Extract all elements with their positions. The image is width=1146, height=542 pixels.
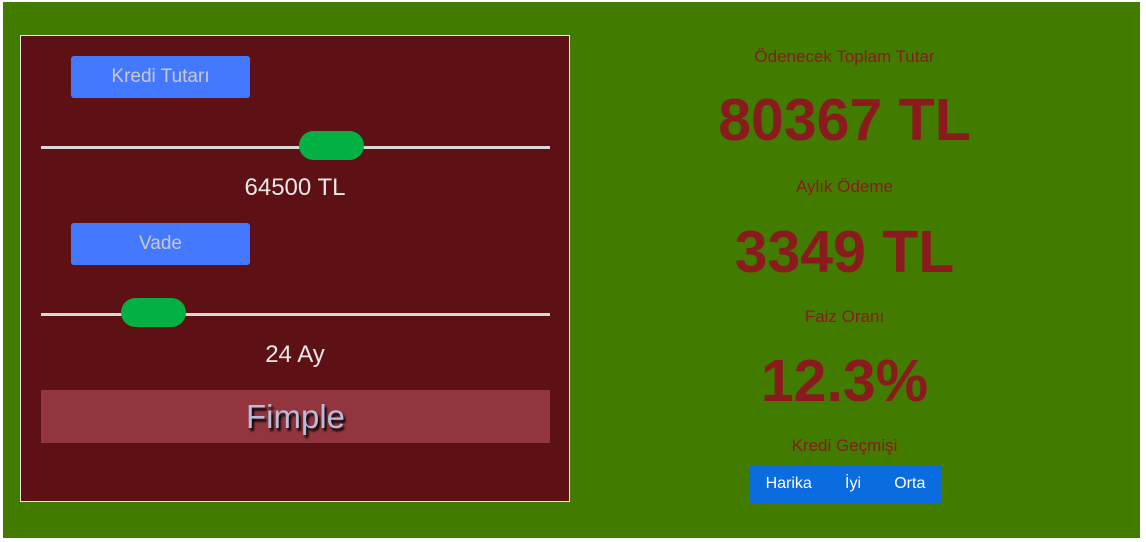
history-option-average[interactable]: Orta [894, 475, 926, 492]
loan-amount-track [41, 146, 550, 149]
total-amount-value: 80367 TL [718, 87, 971, 153]
term-button[interactable]: Vade [71, 223, 250, 265]
history-option-great[interactable]: Harika [765, 475, 812, 492]
interest-rate-value: 12.3% [760, 348, 929, 414]
interest-rate-label: Faiz Oranı [804, 307, 885, 326]
term-value: 24 Ay [265, 341, 325, 368]
credit-history-label: Kredi Geçmişi [791, 436, 898, 455]
loan-input-panel: Kredi Tutarı 64500 TL Vade 24 Ay Fimple [20, 35, 570, 502]
loan-amount-thumb[interactable] [299, 131, 364, 160]
brand-banner: Fimple [41, 390, 550, 443]
loan-amount-button[interactable]: Kredi Tutarı [71, 56, 250, 98]
credit-history-selector: Harika İyi Orta [749, 465, 942, 503]
monthly-payment-value: 3349 TL [734, 219, 955, 285]
loan-amount-slider[interactable] [41, 131, 550, 165]
term-slider[interactable] [41, 298, 550, 332]
term-thumb[interactable] [121, 298, 186, 327]
total-amount-label: Ödenecek Toplam Tutar [754, 47, 935, 66]
loan-amount-value: 64500 TL [244, 174, 346, 201]
history-option-good[interactable]: İyi [845, 475, 862, 492]
monthly-payment-label: Aylık Ödeme [795, 177, 893, 196]
term-track [41, 313, 550, 316]
